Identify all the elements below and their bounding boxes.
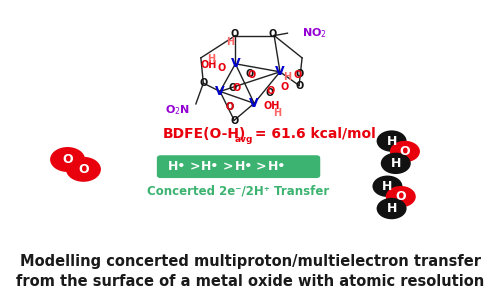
Text: O: O [225, 102, 234, 112]
Circle shape [372, 176, 402, 197]
Text: H•: H• [202, 160, 220, 173]
Circle shape [390, 141, 420, 162]
FancyBboxPatch shape [158, 156, 320, 177]
Text: O: O [199, 78, 207, 88]
Text: O: O [294, 70, 302, 80]
Text: O: O [62, 153, 73, 166]
Text: O: O [266, 88, 274, 98]
Text: NO$_2$: NO$_2$ [302, 26, 327, 40]
Text: from the surface of a metal oxide with atomic resolution: from the surface of a metal oxide with a… [16, 274, 484, 289]
Text: H•: H• [168, 160, 186, 173]
Text: O: O [400, 145, 410, 158]
Text: >: > [256, 160, 266, 173]
Text: O: O [226, 103, 234, 112]
Circle shape [376, 198, 406, 219]
Text: H: H [226, 37, 234, 47]
Text: O: O [78, 163, 88, 176]
Circle shape [50, 147, 85, 172]
Circle shape [66, 157, 101, 182]
Text: O: O [269, 29, 277, 39]
Circle shape [386, 186, 416, 207]
Text: O: O [245, 69, 254, 79]
Text: H: H [274, 108, 281, 118]
Text: O: O [230, 29, 238, 39]
Text: H: H [390, 157, 401, 170]
Text: H: H [382, 180, 392, 193]
Text: O: O [266, 86, 275, 96]
Text: = 61.6 kcal/mol: = 61.6 kcal/mol [250, 127, 376, 141]
Text: >: > [222, 160, 233, 173]
Text: H: H [208, 54, 216, 64]
Text: O: O [228, 83, 236, 94]
Text: BDFE(O-H): BDFE(O-H) [162, 127, 246, 141]
Text: O: O [396, 190, 406, 203]
Circle shape [376, 130, 406, 152]
Text: O: O [295, 69, 304, 79]
Text: O$_2$N: O$_2$N [164, 103, 190, 117]
Text: Modelling concerted multiproton/multielectron transfer: Modelling concerted multiproton/multiele… [20, 254, 480, 269]
Text: V: V [230, 57, 240, 70]
Text: V: V [275, 65, 285, 78]
Text: avg: avg [234, 135, 252, 144]
Text: H: H [284, 72, 292, 82]
Text: H: H [386, 135, 397, 148]
Text: OH: OH [264, 101, 280, 111]
Text: >: > [190, 160, 200, 173]
Text: H: H [386, 202, 397, 215]
Text: O: O [218, 63, 226, 73]
Text: OH: OH [201, 60, 218, 70]
Text: V: V [250, 97, 259, 110]
Text: H•: H• [268, 160, 286, 173]
Text: Concerted 2e⁻/2H⁺ Transfer: Concerted 2e⁻/2H⁺ Transfer [148, 184, 330, 197]
Text: V: V [215, 85, 225, 98]
Text: O: O [295, 80, 304, 91]
Text: O: O [248, 70, 256, 80]
Text: O: O [280, 82, 288, 92]
Text: H•: H• [234, 160, 253, 173]
Circle shape [381, 153, 411, 174]
Text: O: O [232, 83, 241, 93]
Text: O: O [230, 116, 238, 126]
